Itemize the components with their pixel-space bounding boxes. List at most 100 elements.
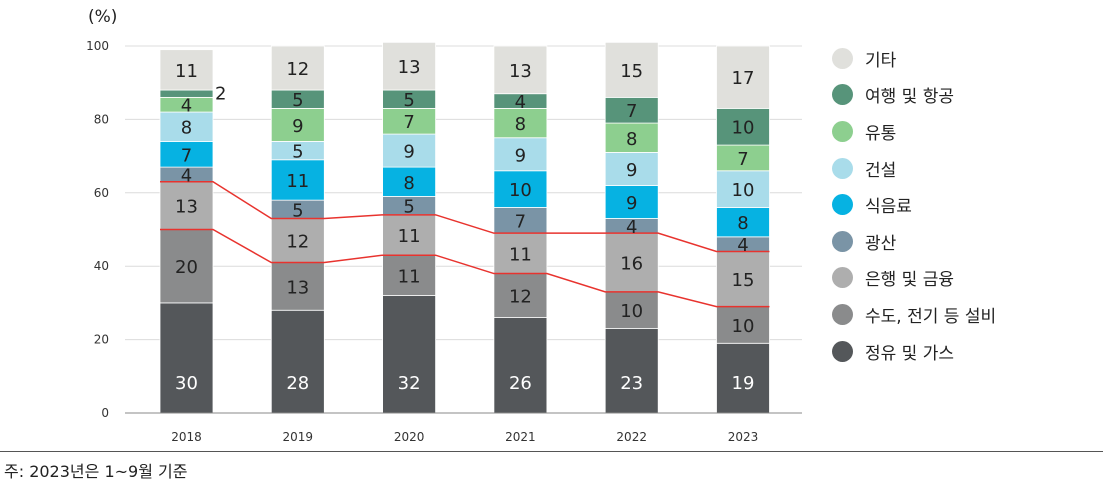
data-label: 11 (286, 171, 309, 192)
data-label: 7 (515, 211, 526, 232)
legend-item: 정유 및 가스 (832, 333, 996, 370)
data-label: 13 (286, 277, 309, 298)
data-label: 9 (626, 160, 637, 181)
legend-swatch (832, 120, 853, 142)
y-tick-label: 80 (94, 112, 109, 126)
data-label: 16 (620, 254, 643, 275)
connector-line (160, 181, 770, 253)
footnote-divider (0, 451, 1103, 452)
bar-segment (716, 306, 770, 344)
data-label: 11 (398, 226, 421, 247)
y-tick-label: 100 (86, 39, 109, 53)
data-label: 8 (737, 213, 748, 234)
legend-swatch (832, 267, 853, 289)
bar-segment (382, 295, 437, 414)
data-label: 7 (181, 145, 192, 166)
x-tick-label: 2019 (283, 430, 314, 444)
bar-segment (493, 137, 548, 172)
legend-swatch (832, 47, 853, 69)
bar-segment (493, 317, 548, 414)
data-label: 15 (620, 61, 643, 82)
legend-item: 광산 (832, 223, 996, 260)
legend-label: 여행 및 항공 (865, 87, 955, 108)
bar-segment (382, 133, 437, 168)
legend-label: 식음료 (865, 197, 912, 218)
bar-segment (716, 170, 770, 208)
data-label: 26 (509, 373, 532, 394)
bar-segment (716, 207, 770, 238)
legend-label: 정유 및 가스 (865, 343, 955, 364)
bar-segment (604, 291, 659, 329)
bar-segment (270, 262, 325, 311)
connector-line (160, 228, 770, 308)
legend-swatch (832, 340, 853, 362)
y-tick-label: 60 (94, 186, 109, 200)
data-label: 17 (732, 68, 755, 89)
data-label: 8 (181, 118, 192, 139)
data-label: 11 (175, 61, 198, 82)
data-label: 13 (175, 197, 198, 218)
data-label: 7 (403, 112, 414, 133)
data-label: 15 (732, 270, 755, 291)
bar-segment (382, 254, 437, 296)
x-tick-label: 2022 (616, 430, 647, 444)
x-tick-label: 2023 (728, 430, 759, 444)
data-label: 30 (175, 373, 198, 394)
data-label: 12 (286, 59, 309, 80)
bar-segment (604, 96, 659, 124)
bar-segment (493, 45, 548, 95)
data-label: 8 (403, 173, 414, 194)
y-axis-unit: (%) (88, 7, 117, 27)
legend-item: 여행 및 항공 (832, 77, 996, 114)
x-tick-label: 2021 (505, 430, 536, 444)
data-label: 10 (620, 301, 643, 322)
y-tick-label: 20 (94, 333, 109, 347)
bar-segment (716, 342, 770, 414)
legend-swatch (832, 84, 853, 106)
data-label: 8 (626, 129, 637, 150)
data-label: 4 (626, 217, 637, 238)
data-label: 9 (626, 193, 637, 214)
data-label: 20 (175, 257, 198, 278)
bar-segment (382, 107, 437, 135)
legend-swatch (832, 194, 853, 216)
data-label: 4 (181, 165, 192, 186)
legend-label: 기타 (865, 50, 897, 71)
bar-segment (382, 41, 437, 91)
data-label: 8 (515, 114, 526, 135)
legend-item: 식음료 (832, 186, 996, 223)
stacked-bar-chart: 3020134784211281312511595123211115897513… (86, 7, 802, 444)
bar-segment (270, 107, 325, 142)
bar-segment (270, 309, 325, 414)
data-label: 32 (398, 373, 421, 394)
bar-segment (716, 45, 770, 109)
bar-segment (159, 49, 214, 91)
legend-label: 광산 (865, 233, 897, 254)
legend-item: 유통 (832, 113, 996, 150)
legend-label: 수도, 전기 등 설비 (865, 306, 997, 327)
bar-segment (159, 141, 214, 168)
x-tick-label: 2018 (171, 430, 202, 444)
bar-segment (716, 251, 770, 307)
data-label: 28 (286, 373, 309, 394)
legend-label: 은행 및 금융 (865, 270, 955, 291)
bar-segment (604, 185, 659, 219)
data-label: 4 (515, 92, 526, 113)
data-label: 9 (292, 116, 303, 137)
data-label: 23 (620, 373, 643, 394)
legend-swatch (832, 303, 853, 325)
data-label: 4 (737, 235, 748, 256)
data-label: 2 (215, 84, 226, 105)
data-label: 9 (403, 142, 414, 163)
x-tick-label: 2020 (394, 430, 425, 444)
bar-segment (604, 152, 659, 186)
data-label: 7 (626, 101, 637, 122)
bar-segment (382, 214, 437, 256)
data-label: 5 (292, 200, 303, 221)
bar-segment (716, 107, 770, 146)
data-label: 5 (403, 90, 414, 111)
chart-legend: 기타 여행 및 항공 유통 건설 식음료 광산 은행 및 금융 수도, 전기 등 설비 정유 및… (832, 40, 996, 369)
bar-segment (604, 328, 659, 414)
data-label: 4 (181, 96, 192, 117)
data-label: 13 (398, 57, 421, 78)
